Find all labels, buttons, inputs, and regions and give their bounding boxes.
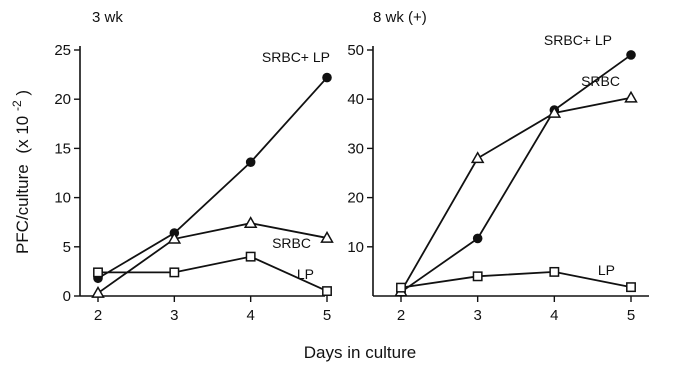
y-axis-unit-close: ) (13, 90, 32, 96)
x-tick-label: 3 (170, 307, 178, 324)
y-tick-label: 10 (347, 239, 364, 256)
data-point-open-square (169, 267, 180, 278)
x-tick-label: 2 (94, 307, 102, 324)
series-line-filled-circle (400, 54, 632, 293)
y-tick-label: 5 (63, 239, 71, 256)
y-tick-label: 40 (347, 91, 364, 108)
x-tick-label: 2 (397, 307, 405, 324)
series-label: SRBC (272, 235, 311, 251)
data-point-open-triangle (91, 286, 105, 298)
series-label: SRBC+ LP (262, 49, 330, 65)
data-point-open-triangle (470, 151, 485, 164)
panel-3wk: 3 wk 0 5 10 15 20 25 2 3 4 5 SRBC+ LP SRBC LP (54, 9, 334, 324)
series-label: SRBC+ LP (544, 32, 612, 48)
data-point-open-square (396, 282, 406, 293)
series-line-open-triangle (400, 96, 632, 293)
x-tick-label: 4 (550, 307, 558, 324)
data-point-open-square (93, 267, 103, 278)
x-tick-label: 5 (323, 307, 331, 324)
y-axis-unit: (x 10 (13, 116, 32, 154)
y-axis-label-text: PFC/culture (13, 164, 32, 254)
panel-title-3wk: 3 wk (92, 9, 123, 26)
data-point-open-square (549, 266, 560, 277)
svg-text:PFC/culture (x 10: PFC/culture (x 10 -2 ) (6, 90, 32, 254)
series-label: LP (297, 266, 314, 282)
y-tick-label: 10 (54, 190, 71, 207)
y-axis-label: PFC/culture (x 10 -2 ) (6, 90, 32, 254)
series-line-filled-circle (97, 76, 328, 280)
series-line-open-square (400, 270, 632, 289)
data-point-open-triangle (547, 105, 562, 118)
y-tick-label: 30 (347, 140, 364, 157)
y-tick-label: 20 (347, 190, 364, 207)
y-tick-label: 25 (54, 42, 71, 59)
y-tick-label: 15 (54, 140, 71, 157)
y-tick-label: 0 (63, 288, 71, 305)
data-point-open-square (472, 271, 483, 282)
data-point-filled-circle (245, 157, 256, 167)
y-tick-label: 20 (54, 91, 71, 108)
data-point-open-square (626, 282, 636, 293)
data-point-open-square (322, 286, 332, 297)
data-point-open-triangle (243, 216, 258, 229)
series-label: SRBC (581, 73, 620, 89)
y-tick-label: 50 (347, 42, 364, 59)
data-point-open-triangle (624, 90, 638, 103)
x-tick-label: 3 (473, 307, 481, 324)
data-point-filled-circle (626, 50, 636, 60)
series-label: LP (598, 262, 615, 278)
panel-8wk: 8 wk (+) 10 20 30 40 50 2 3 4 5 SRBC+ LP SRBC LP (347, 9, 649, 324)
data-point-open-triangle (167, 231, 182, 244)
panel-title-8wk: 8 wk (+) (373, 9, 427, 26)
x-tick-label: 5 (627, 307, 635, 324)
data-point-open-square (245, 251, 256, 262)
data-point-filled-circle (322, 72, 332, 83)
x-tick-label: 4 (246, 307, 254, 324)
series-line-open-triangle (97, 222, 328, 294)
data-point-filled-circle (472, 233, 483, 244)
y-axis-unit-exponent: -2 (10, 100, 24, 111)
data-point-open-triangle (320, 230, 334, 243)
series-line-open-square (98, 255, 328, 292)
x-axis-label: Days in culture (304, 343, 416, 362)
